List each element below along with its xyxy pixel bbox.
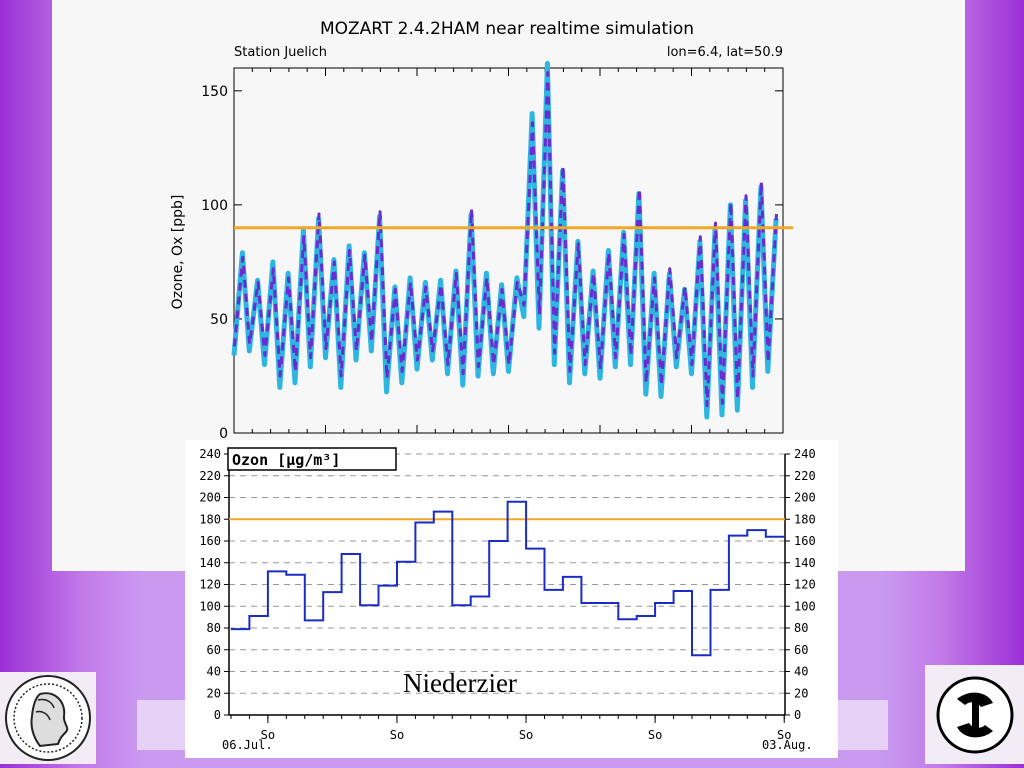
y-tick-label: 100 [201, 198, 228, 214]
x-tick-label: So [390, 728, 404, 742]
y-tick-label-right: 80 [794, 621, 808, 635]
station-name-niederzier: Niederzier [403, 668, 517, 698]
y-tick-label: 240 [199, 447, 221, 461]
y-tick-label-right: 200 [794, 491, 816, 505]
y-tick-label: 120 [199, 578, 221, 592]
ozon-measurement-chart-panel: 0 0 20 20 40 40 60 60 80 80 100 100 120 120 140 140 160 1… [185, 440, 838, 758]
mozart-chart-svg: MOZART 2.4.2HAM near realtime simulation… [170, 19, 793, 442]
y-tick-label-right: 180 [794, 512, 816, 526]
y-tick-label-right: 140 [794, 556, 816, 570]
x-tick-label: So [261, 728, 275, 742]
y-tick-label-right: 240 [794, 447, 816, 461]
x-tick-label: So [519, 728, 533, 742]
y-tick-label: 40 [207, 665, 221, 679]
x-end-date-label: 03.Aug. [762, 738, 813, 752]
station-label: Station Juelich [234, 45, 327, 60]
y-tick-label-right: 220 [794, 469, 816, 483]
y-tick-label: 160 [199, 534, 221, 548]
ozon-measurement-line [231, 500, 785, 657]
x-start-date-label: 06.Jul. [222, 738, 273, 752]
minerva-head-icon [5, 675, 91, 761]
y-tick-label-right: 160 [794, 534, 816, 548]
y-tick-label: 50 [210, 312, 228, 328]
y-tick-label-right: 120 [794, 578, 816, 592]
y-tick-label: 20 [207, 686, 221, 700]
x-tick-label: So [777, 728, 791, 742]
y-tick-label: 140 [199, 556, 221, 570]
footer-band-left [137, 700, 189, 750]
research-centre-logo [925, 665, 1024, 764]
y-tick-label-right: 60 [794, 643, 808, 657]
y-tick-label-right: 40 [794, 665, 808, 679]
ozon-chart-svg: 0 0 20 20 40 40 60 60 80 80 100 100 120 120 140 140 160 1… [199, 447, 816, 752]
y-tick-label: 220 [199, 469, 221, 483]
ozon-chart-title: Ozon [µg/m³] [232, 451, 340, 469]
ozone-plot-area: 0 50 100 150 [201, 60, 793, 442]
y-tick-label: 200 [199, 491, 221, 505]
y-tick-label: 180 [199, 512, 221, 526]
y-tick-label-right: 100 [794, 599, 816, 613]
y-tick-label: 80 [207, 621, 221, 635]
y-tick-label-right: 0 [794, 708, 801, 722]
chart-title: MOZART 2.4.2HAM near realtime simulation [320, 19, 694, 39]
max-planck-logo [0, 672, 96, 764]
y-tick-label: 0 [214, 708, 221, 722]
y-tick-label: 150 [201, 84, 228, 100]
y-tick-label: 0 [219, 426, 228, 442]
ozon-legend-box [227, 447, 397, 471]
y-axis-label: Ozone, Ox [ppb] [170, 195, 186, 310]
y-tick-label-right: 20 [794, 686, 808, 700]
simulated-ozone-series [231, 60, 779, 420]
y-tick-label: 60 [207, 643, 221, 657]
location-label: lon=6.4, lat=50.9 [667, 45, 783, 60]
x-tick-label: So [648, 728, 662, 742]
fz-juelich-emblem-icon [936, 676, 1014, 754]
footer-band-right [838, 700, 888, 750]
simulated-ox-series [232, 71, 778, 408]
y-tick-label: 100 [199, 599, 221, 613]
